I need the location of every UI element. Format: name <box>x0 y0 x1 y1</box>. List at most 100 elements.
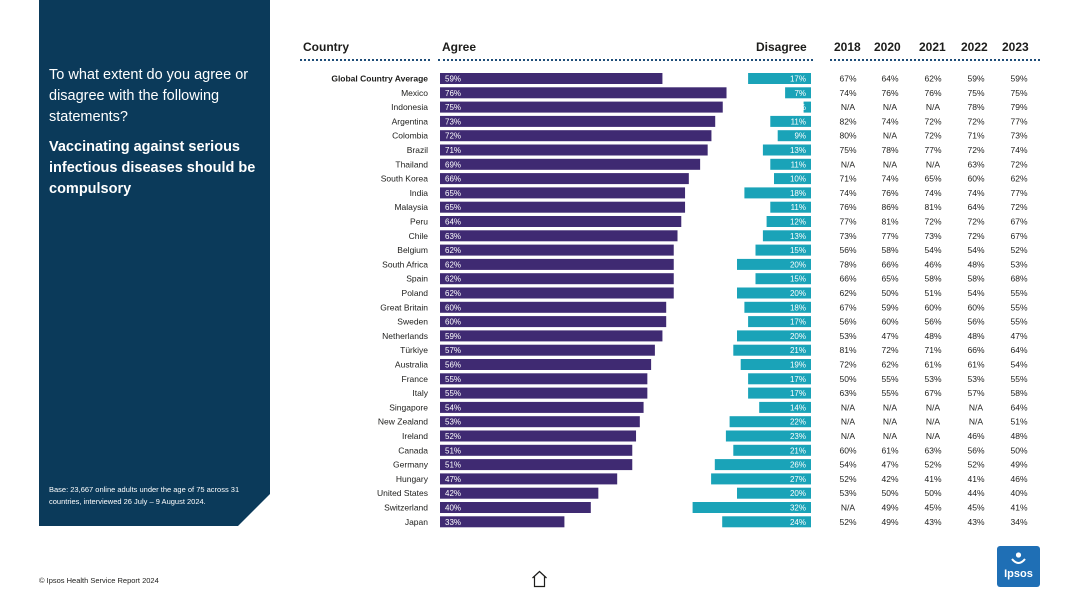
agree-bar <box>440 487 599 499</box>
trend-value-2018: 56% <box>839 245 856 255</box>
agree-value-label: 52% <box>445 432 461 441</box>
disagree-value-label: 26% <box>790 461 806 470</box>
trend-value-2021: 72% <box>924 131 941 141</box>
trend-value-2022: 44% <box>967 488 984 498</box>
trend-value-2020: 55% <box>881 374 898 384</box>
disagree-bar <box>737 258 811 270</box>
disagree-value-label: 17% <box>790 318 806 327</box>
country-label: New Zealand <box>378 417 428 427</box>
trend-value-2021: 41% <box>924 474 941 484</box>
trend-value-2018: N/A <box>841 503 856 513</box>
trend-value-2022: 48% <box>967 259 984 269</box>
trend-value-2020: 47% <box>881 460 898 470</box>
disagree-bar <box>762 230 811 242</box>
agree-value-label: 59% <box>445 75 461 84</box>
agree-bar <box>440 216 682 227</box>
trend-value-2021: 61% <box>924 360 941 370</box>
trend-value-2021: 72% <box>924 217 941 227</box>
years-header-rule <box>830 59 1040 61</box>
trend-value-2020: 74% <box>881 116 898 126</box>
trend-value-2022: 56% <box>967 317 984 327</box>
trend-value-2021: 77% <box>924 145 941 155</box>
question-text: To what extent do you agree or disagree … <box>49 67 249 125</box>
agree-value-label: 73% <box>445 117 461 126</box>
trend-value-2023: 55% <box>1010 317 1027 327</box>
country-label: Mexico <box>401 88 428 98</box>
disagree-bar <box>770 201 811 213</box>
agree-bar <box>440 416 640 428</box>
trend-value-2020: 60% <box>881 317 898 327</box>
trend-value-2021: 48% <box>924 331 941 341</box>
agree-value-label: 62% <box>445 275 461 284</box>
disagree-bar <box>777 130 811 142</box>
trend-value-2022: 66% <box>967 345 984 355</box>
country-label: Germany <box>393 460 429 470</box>
country-label: Brazil <box>407 145 428 155</box>
trend-value-2022: 41% <box>967 474 984 484</box>
trend-value-2022: 71% <box>967 131 984 141</box>
disagree-bar <box>692 502 811 513</box>
base-note: Base: 23,667 online adults under the age… <box>49 485 240 506</box>
trend-value-2021: 73% <box>924 231 941 241</box>
agree-bar <box>440 173 689 185</box>
country-label: France <box>402 374 429 384</box>
disagree-value-label: 24% <box>790 518 806 527</box>
trend-value-2018: 60% <box>839 445 856 455</box>
trend-value-2020: 47% <box>881 331 898 341</box>
agree-value-label: 71% <box>445 146 461 155</box>
agree-value-label: 75% <box>445 103 461 112</box>
trend-value-2020: 55% <box>881 388 898 398</box>
trend-value-2020: 64% <box>881 74 898 84</box>
trend-value-2021: 74% <box>924 188 941 198</box>
disagree-bar <box>722 516 811 528</box>
trend-value-2018: N/A <box>841 417 856 427</box>
trend-value-2023: 34% <box>1010 517 1027 527</box>
header-disagree: Disagree <box>756 40 807 54</box>
agree-bar <box>440 230 678 242</box>
country-label: Australia <box>395 360 428 370</box>
trend-value-2022: 72% <box>967 116 984 126</box>
country-label: Ireland <box>402 431 428 441</box>
disagree-bar <box>733 344 811 356</box>
header-year-2021: 2021 <box>919 40 946 54</box>
trend-value-2022: 72% <box>967 231 984 241</box>
disagree-bar <box>737 287 811 299</box>
country-label: Canada <box>398 445 428 455</box>
country-label: Netherlands <box>382 331 428 341</box>
header-year-2020: 2020 <box>874 40 901 54</box>
disagree-value-label: 20% <box>790 260 806 269</box>
country-label: Chile <box>409 231 429 241</box>
trend-value-2021: 54% <box>924 245 941 255</box>
home-icon[interactable] <box>531 570 548 588</box>
agree-value-label: 63% <box>445 232 461 241</box>
disagree-bar <box>748 387 811 399</box>
trend-value-2018: 67% <box>839 302 856 312</box>
country-label: Hungary <box>396 474 429 484</box>
trend-value-2020: 77% <box>881 231 898 241</box>
disagree-value-label: 22% <box>790 418 806 427</box>
disagree-value-label: 10% <box>790 175 806 184</box>
agree-bar <box>440 115 716 127</box>
disagree-value-label: 14% <box>790 403 806 412</box>
trend-value-2023: 73% <box>1010 131 1027 141</box>
disagree-bar <box>725 430 811 442</box>
disagree-value-label: 27% <box>790 475 806 484</box>
trend-value-2023: 47% <box>1010 331 1027 341</box>
agree-value-label: 56% <box>445 361 461 370</box>
trend-value-2023: 72% <box>1010 202 1027 212</box>
trend-value-2021: 43% <box>924 517 941 527</box>
header-year-2018: 2018 <box>834 40 861 54</box>
agree-bar <box>440 258 674 270</box>
trend-value-2022: N/A <box>969 402 984 412</box>
disagree-value-label: 21% <box>790 446 806 455</box>
agree-value-label: 62% <box>445 260 461 269</box>
disagree-bar <box>755 273 811 285</box>
trend-value-2018: 80% <box>839 131 856 141</box>
panel-corner-notch <box>238 494 270 526</box>
trend-value-2020: 81% <box>881 217 898 227</box>
trend-value-2018: 76% <box>839 202 856 212</box>
trend-value-2021: 67% <box>924 388 941 398</box>
disagree-value-label: 2% <box>794 103 806 112</box>
country-label: Argentina <box>392 116 429 126</box>
